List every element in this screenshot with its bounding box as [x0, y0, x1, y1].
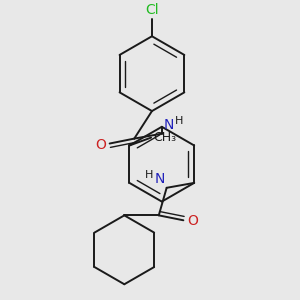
Text: CH₃: CH₃ — [153, 131, 176, 144]
Text: N: N — [164, 118, 174, 132]
Text: O: O — [187, 214, 198, 228]
Text: N: N — [154, 172, 165, 186]
Text: H: H — [145, 170, 153, 180]
Text: H: H — [175, 116, 183, 126]
Text: O: O — [95, 137, 106, 152]
Text: Cl: Cl — [145, 3, 159, 16]
